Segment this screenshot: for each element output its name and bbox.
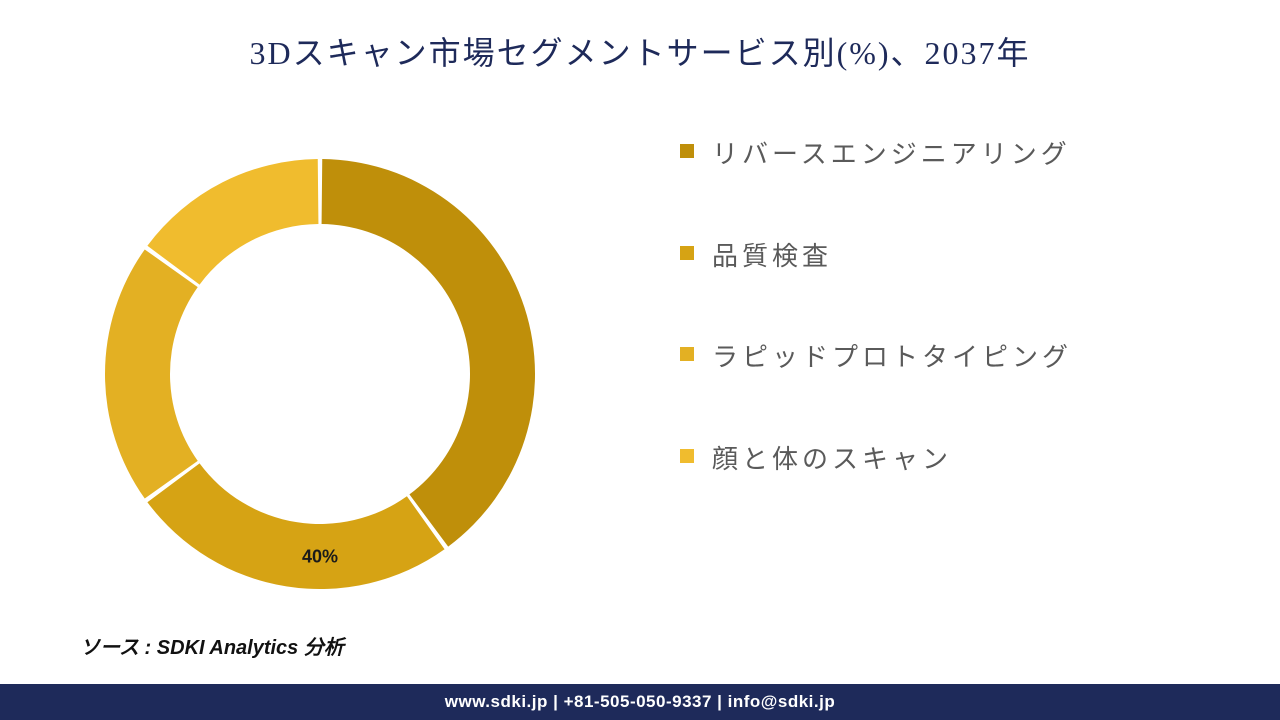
legend-item: リバースエンジニアリング xyxy=(680,134,1200,176)
legend-label: 顔と体のスキャン xyxy=(712,439,952,481)
legend: リバースエンジニアリング品質検査ラピッドプロトタイピング顔と体のスキャン xyxy=(640,114,1200,634)
source-text: SDKI Analytics 分析 xyxy=(157,637,344,659)
source-line: ソース : SDKI Analytics 分析 xyxy=(80,631,344,660)
source-prefix: ソース : xyxy=(80,637,157,659)
slice-value-label: 40% xyxy=(302,546,338,567)
footer-text: www.sdki.jp | +81-505-050-9337 | info@sd… xyxy=(445,692,835,712)
donut-svg xyxy=(105,159,535,589)
donut-slice xyxy=(147,159,318,285)
donut-slice xyxy=(105,249,198,498)
donut-slice xyxy=(147,463,444,589)
content-row: 40% リバースエンジニアリング品質検査ラピッドプロトタイピング顔と体のスキャン xyxy=(0,114,1280,634)
donut-slice xyxy=(322,159,535,547)
legend-swatch xyxy=(680,449,694,463)
chart-area: 40% xyxy=(0,114,640,634)
legend-item: ラピッドプロトタイピング xyxy=(680,337,1200,379)
legend-swatch xyxy=(680,144,694,158)
chart-title: 3Dスキャン市場セグメントサービス別(%)、2037年 xyxy=(0,0,1280,74)
legend-swatch xyxy=(680,347,694,361)
legend-swatch xyxy=(680,246,694,260)
legend-item: 品質検査 xyxy=(680,236,1200,278)
legend-label: 品質検査 xyxy=(712,236,832,278)
legend-label: ラピッドプロトタイピング xyxy=(712,337,1072,379)
footer-bar: www.sdki.jp | +81-505-050-9337 | info@sd… xyxy=(0,684,1280,720)
legend-item: 顔と体のスキャン xyxy=(680,439,1200,481)
legend-label: リバースエンジニアリング xyxy=(712,134,1071,176)
donut-chart: 40% xyxy=(105,159,535,589)
